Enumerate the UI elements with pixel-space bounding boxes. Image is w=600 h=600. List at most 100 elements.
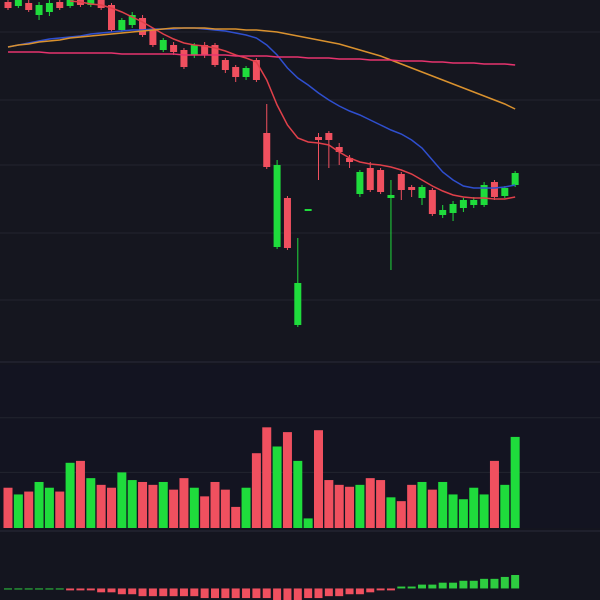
volume-bar <box>13 494 23 528</box>
volume-bar <box>479 494 489 528</box>
macd-bar <box>304 588 313 599</box>
macd-bar <box>262 588 271 599</box>
macd-bar <box>211 588 219 599</box>
candle-body <box>45 3 53 12</box>
volume-bar <box>158 481 168 528</box>
candle-body <box>118 20 126 30</box>
volume-bar <box>179 478 189 528</box>
volume-bar <box>417 481 427 528</box>
macd-bar <box>355 588 364 595</box>
candle-body <box>4 2 12 8</box>
volume-bar <box>86 478 96 528</box>
volume-bar <box>376 480 386 528</box>
macd-bar <box>397 586 406 589</box>
volume-bar <box>324 480 334 528</box>
macd-bar <box>24 588 33 590</box>
candle-body <box>449 204 457 213</box>
candle-body <box>501 188 509 196</box>
candle-body <box>56 2 64 8</box>
candle-body <box>25 3 33 10</box>
macd-bar <box>169 588 178 597</box>
volume-bar <box>127 480 137 528</box>
candle-body <box>346 158 354 162</box>
volume-bar <box>448 494 458 528</box>
candle-body <box>170 45 178 52</box>
candle-body <box>283 198 291 248</box>
candle-body <box>232 67 240 77</box>
volume-bar <box>189 487 199 528</box>
macd-bar <box>345 588 354 595</box>
volume-bar <box>34 481 44 528</box>
volume-bar <box>469 487 479 528</box>
candle-body <box>201 45 209 55</box>
volume-bar <box>210 481 220 528</box>
candle-body <box>325 133 333 140</box>
moving-average-line <box>7 27 516 189</box>
macd-bar <box>97 588 106 593</box>
macd-bar <box>86 588 95 591</box>
candle-body <box>294 283 302 325</box>
macd-bar <box>231 588 240 599</box>
macd-bar <box>293 588 302 600</box>
volume-bar <box>407 484 417 528</box>
volume-bar <box>241 487 251 528</box>
candle-body <box>480 185 488 205</box>
volume-bar <box>458 499 468 528</box>
macd-bar <box>4 588 12 590</box>
candle-body <box>190 45 198 55</box>
macd-bar <box>418 584 426 589</box>
candle-body <box>14 0 22 6</box>
volume-bar <box>500 484 510 528</box>
volume-bar <box>365 478 375 528</box>
macd-bar <box>324 588 333 597</box>
volume-bar <box>272 446 282 528</box>
macd-bar <box>14 588 23 590</box>
macd-bar <box>45 588 54 590</box>
candle-body <box>490 182 498 197</box>
volume-bar <box>24 491 34 528</box>
macd-bar <box>366 588 375 593</box>
macd-bar <box>428 584 437 589</box>
candle-body <box>511 173 519 185</box>
candle-body <box>377 170 385 192</box>
macd-bar <box>55 588 64 590</box>
volume-bar <box>427 489 437 528</box>
volume-bar <box>396 501 406 528</box>
macd-bar <box>449 582 458 589</box>
macd-bar <box>242 588 251 599</box>
moving-average-line <box>7 27 516 110</box>
macd-bar <box>407 586 416 589</box>
volume-bar <box>220 489 230 528</box>
candle-body <box>273 165 281 247</box>
macd-bar <box>190 588 199 597</box>
macd-bar <box>438 582 447 589</box>
volume-bar <box>510 436 520 528</box>
volume-bar <box>96 484 106 528</box>
volume-bar <box>3 487 13 528</box>
macd-bar <box>66 588 75 591</box>
volume-bar <box>169 489 179 528</box>
volume-bar <box>489 460 499 528</box>
macd-bar <box>314 588 323 599</box>
candle-body <box>159 40 167 50</box>
volume-bar <box>107 487 116 528</box>
candle-body <box>108 5 115 30</box>
volume-bar <box>117 472 127 528</box>
moving-average-line <box>70 0 516 200</box>
volume-bar <box>200 496 210 528</box>
macd-bar <box>376 588 385 591</box>
candle-body <box>418 187 426 198</box>
macd-bar <box>159 588 168 597</box>
candle-body <box>97 0 105 8</box>
macd-bar <box>459 580 468 589</box>
candle-body <box>66 0 74 6</box>
macd-bar <box>117 588 126 595</box>
volume-bar <box>314 430 323 528</box>
candle-body <box>263 133 271 167</box>
candle-body <box>439 210 447 215</box>
macd-bar <box>500 576 509 589</box>
volume-bar <box>44 487 54 528</box>
candle-body <box>470 200 478 205</box>
volume-bar <box>282 432 292 528</box>
